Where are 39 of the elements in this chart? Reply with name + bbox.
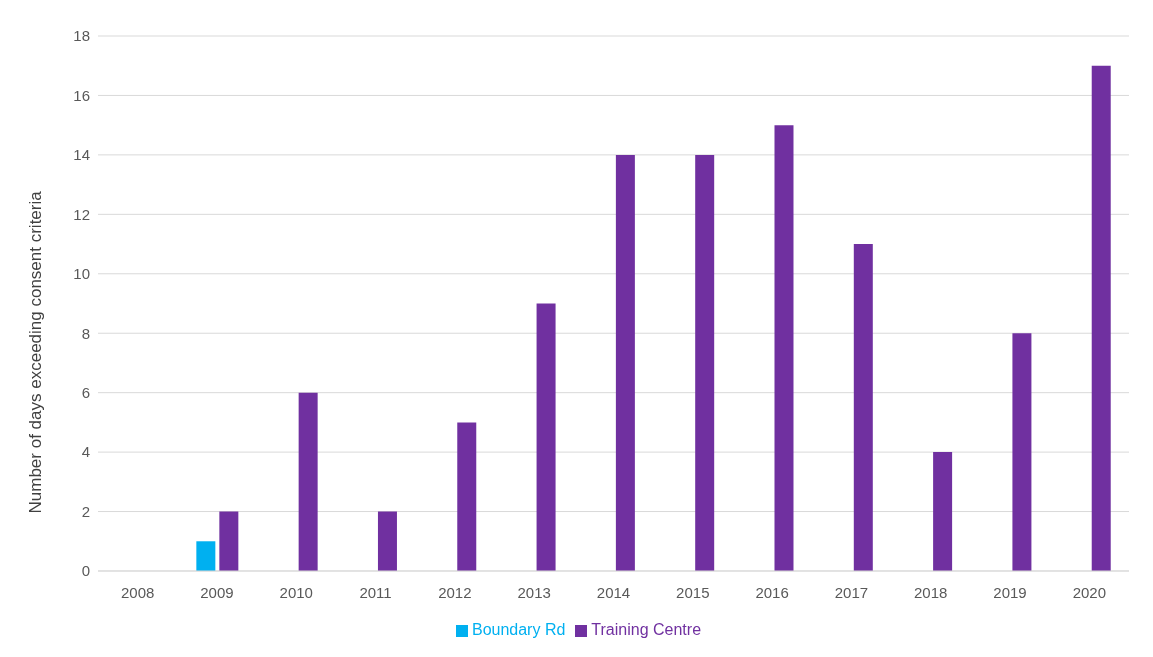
x-tick-label: 2020 [1072,583,1107,601]
bar [196,541,216,571]
legend-label: Training Centre [591,621,702,638]
x-tick-label: 2013 [517,583,551,601]
y-tick-label: 12 [73,205,90,223]
y-tick-label: 18 [73,27,90,45]
bar [933,452,953,571]
x-tick-label: 2015 [676,583,710,601]
x-tick-label: 2008 [120,583,155,601]
x-tick-label: 2019 [993,583,1027,601]
bar [615,154,635,571]
y-tick-label: 6 [81,383,90,401]
y-tick-label: 14 [73,146,90,164]
bar [774,125,794,571]
bar [1091,65,1111,571]
bar [853,244,873,571]
x-tick-label: 2009 [200,583,234,601]
x-tick-label: 2017 [834,583,869,601]
y-tick-label: 0 [81,562,90,580]
bar [536,303,556,571]
y-tick-label: 4 [81,443,90,461]
bar [219,511,239,571]
x-tick-label: 2014 [596,583,631,601]
bar [1012,333,1032,571]
y-tick-label: 16 [73,86,90,104]
legend-label: Boundary Rd [471,621,566,638]
y-tick-label: 2 [81,502,90,520]
y-axis-title: Number of days exceeding consent criteria [26,190,46,514]
x-tick-label: 2011 [359,583,392,601]
bar [298,392,318,571]
x-tick-label: 2012 [438,583,472,601]
y-tick-label: 8 [81,324,90,342]
bar [377,511,397,571]
x-tick-label: 2018 [914,583,948,601]
x-tick-label: 2016 [755,583,789,601]
y-tick-label: 10 [73,265,90,283]
x-tick-label: 2010 [279,583,313,601]
bar [695,154,715,571]
bar [457,422,477,571]
